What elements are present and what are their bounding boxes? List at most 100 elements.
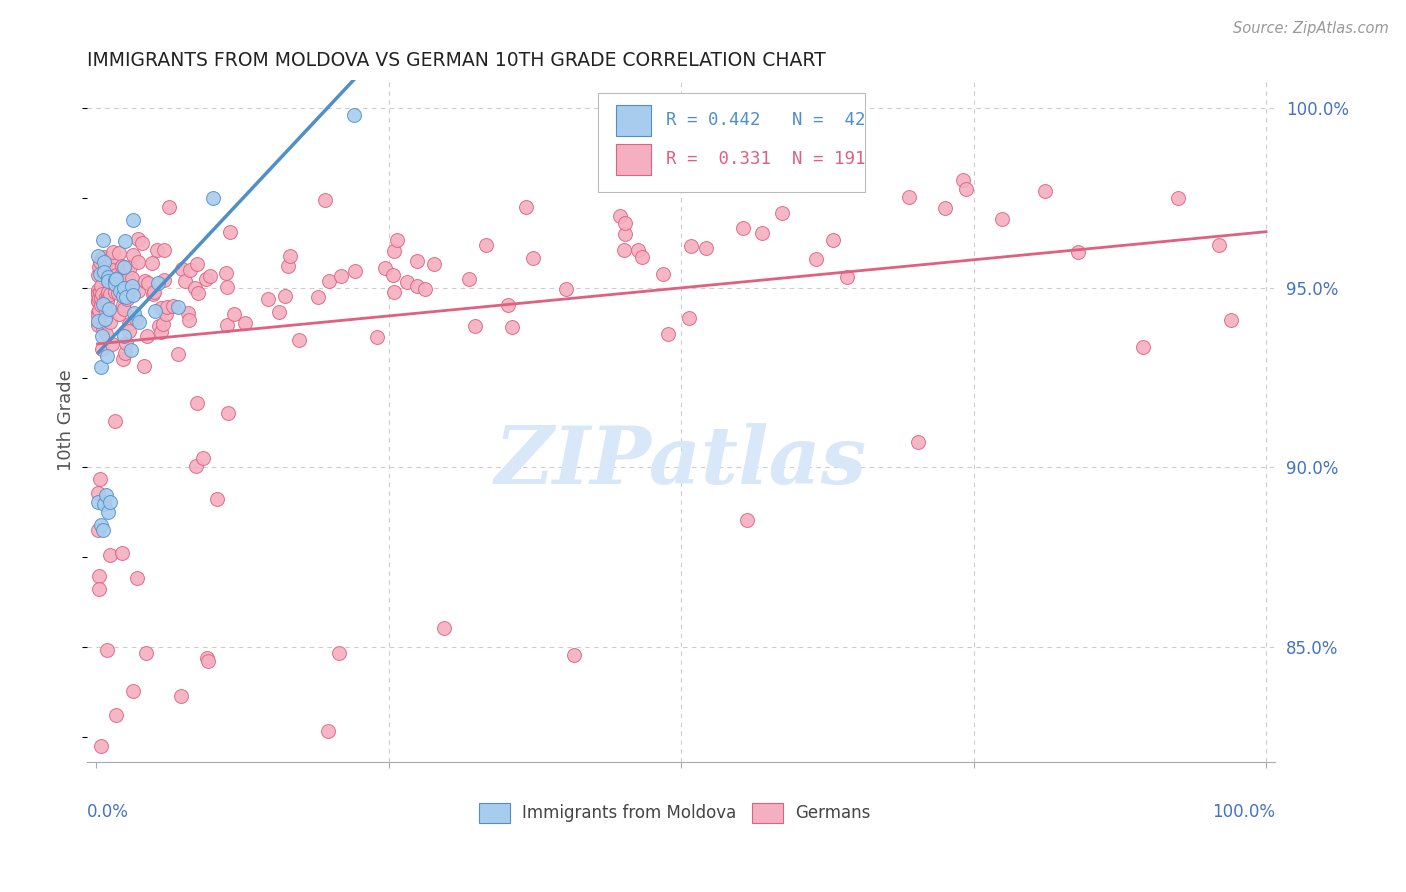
Point (107, 286, 129, 301)
Point (152, 317, 174, 331)
Point (118, 317, 141, 331)
Point (731, 220, 754, 235)
Point (114, 336, 136, 351)
Point (991, 211, 1014, 226)
Point (136, 329, 159, 343)
Point (108, 284, 131, 298)
Point (97, 285, 120, 300)
Point (952, 173, 974, 187)
Point (89, 254, 111, 268)
Point (87, 314, 110, 328)
Point (93, 264, 115, 278)
Point (112, 260, 135, 274)
Point (770, 206, 793, 220)
Text: R =  0.331  N = 191: R = 0.331 N = 191 (666, 151, 865, 169)
Point (897, 190, 920, 204)
Y-axis label: 10th Grade: 10th Grade (58, 370, 75, 472)
Point (143, 304, 166, 318)
Point (87, 302, 110, 317)
Point (170, 262, 193, 277)
Point (120, 343, 142, 358)
Point (96, 349, 118, 363)
Point (156, 300, 179, 314)
Point (91, 287, 114, 301)
Point (87, 292, 110, 306)
Point (112, 298, 135, 312)
Point (124, 306, 146, 320)
Point (104, 268, 127, 282)
Point (406, 279, 429, 293)
Point (515, 200, 537, 214)
Point (93, 321, 115, 335)
Point (613, 243, 636, 257)
Point (122, 213, 145, 227)
Point (112, 351, 135, 366)
Point (405, 253, 427, 268)
Point (96, 270, 118, 285)
Point (96, 487, 118, 501)
Point (101, 337, 124, 351)
Point (93, 255, 115, 269)
Point (136, 276, 159, 290)
Point (111, 259, 134, 273)
Point (100, 268, 122, 283)
Point (735, 513, 758, 527)
Point (174, 274, 197, 288)
Point (112, 260, 135, 274)
Point (423, 257, 446, 271)
Point (87, 569, 110, 583)
Point (318, 723, 340, 738)
Point (257, 292, 280, 306)
Point (89, 472, 111, 486)
Point (167, 347, 190, 361)
Text: Germans: Germans (796, 804, 870, 822)
Point (278, 249, 301, 263)
Point (177, 306, 200, 320)
Point (96, 292, 118, 306)
Point (86, 286, 108, 301)
Point (328, 646, 350, 660)
Point (179, 313, 201, 327)
Point (205, 491, 228, 506)
Point (94, 327, 117, 342)
Point (146, 243, 169, 257)
Point (105, 271, 128, 285)
Point (93, 497, 115, 511)
Point (90, 517, 112, 532)
Point (110, 268, 132, 283)
Point (274, 289, 297, 303)
Point (124, 312, 146, 326)
Point (150, 326, 173, 340)
Point (96, 293, 118, 308)
Point (187, 286, 209, 301)
Point (117, 271, 139, 285)
Point (104, 414, 127, 428)
Point (267, 304, 290, 318)
Point (91, 329, 114, 343)
Point (134, 274, 156, 288)
Point (86, 294, 108, 309)
Point (89, 285, 111, 299)
Point (155, 307, 177, 321)
Point (631, 250, 654, 264)
Point (202, 191, 225, 205)
Point (217, 406, 239, 420)
Point (104, 277, 127, 292)
Text: Immigrants from Moldova: Immigrants from Moldova (522, 804, 737, 822)
Point (122, 288, 145, 302)
Point (90, 291, 112, 305)
Point (91, 251, 114, 265)
Point (153, 244, 176, 258)
Point (115, 290, 138, 304)
Point (104, 708, 127, 723)
Point (373, 261, 395, 276)
Point (89, 254, 111, 268)
Point (1167, 191, 1189, 205)
Point (96, 642, 118, 657)
Point (194, 272, 217, 286)
Point (94, 290, 117, 304)
Point (87, 582, 110, 597)
Point (86, 287, 108, 301)
Point (657, 327, 679, 342)
Point (413, 282, 436, 296)
